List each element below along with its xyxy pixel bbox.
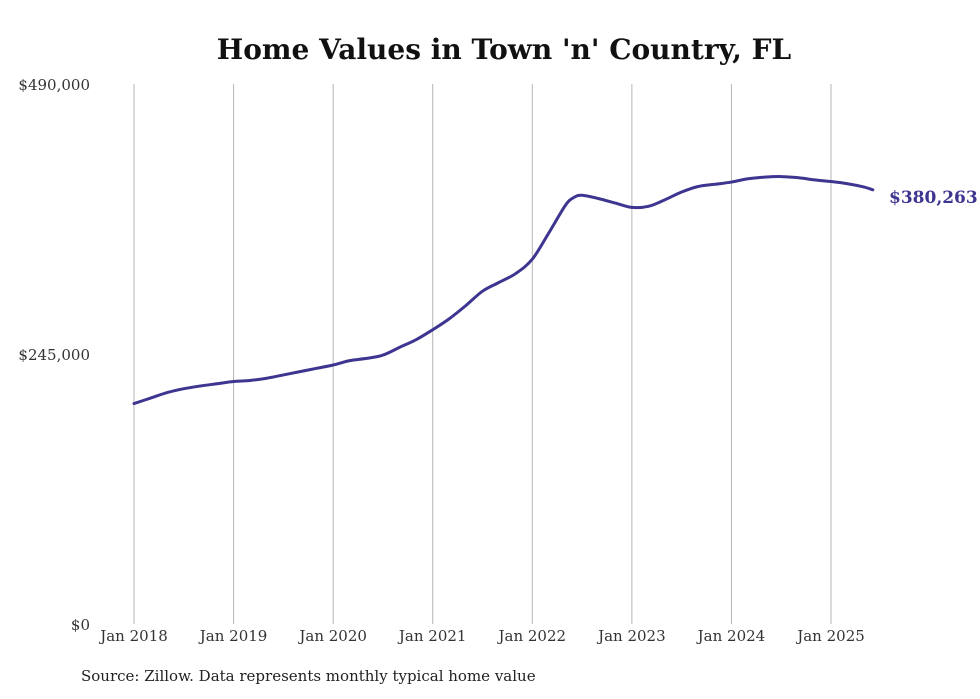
x-tick-label: Jan 2024 (696, 627, 766, 645)
chart-title: Home Values in Town 'n' Country, FL (217, 33, 792, 66)
x-axis: Jan 2018 Jan 2019 Jan 2020 Jan 2021 Jan 2022… (98, 627, 865, 645)
series-group (132, 175, 875, 406)
x-tick-label: Jan 2019 (198, 627, 268, 645)
home-value-line (132, 175, 875, 406)
x-tick-label: Jan 2023 (596, 627, 666, 645)
vertical-grid (133, 84, 832, 624)
x-tick-label: Jan 2025 (795, 627, 865, 645)
y-axis: $0 $245,000 $490,000 (18, 76, 90, 634)
x-tick-label: Jan 2021 (397, 627, 467, 645)
x-tick-label: Jan 2020 (297, 627, 367, 645)
y-tick-label: $0 (71, 616, 90, 634)
end-value-label: $380,263 (889, 188, 978, 208)
source-note: Source: Zillow. Data represents monthly … (81, 667, 536, 685)
x-tick-label: Jan 2022 (497, 627, 567, 645)
x-tick-label: Jan 2018 (98, 627, 168, 645)
y-tick-label: $490,000 (18, 76, 90, 94)
y-tick-label: $245,000 (18, 346, 90, 364)
